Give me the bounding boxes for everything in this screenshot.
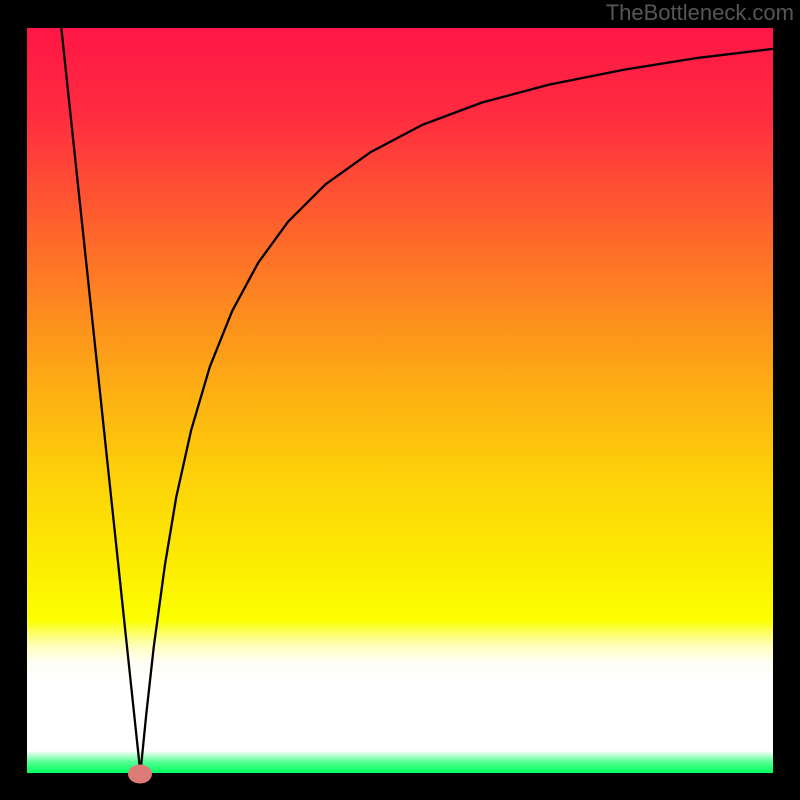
watermark-text: TheBottleneck.com (606, 0, 794, 26)
bottleneck-curve (27, 28, 773, 773)
chart-container: TheBottleneck.com (0, 0, 800, 800)
optimum-marker (128, 765, 152, 784)
plot-area (27, 28, 773, 773)
